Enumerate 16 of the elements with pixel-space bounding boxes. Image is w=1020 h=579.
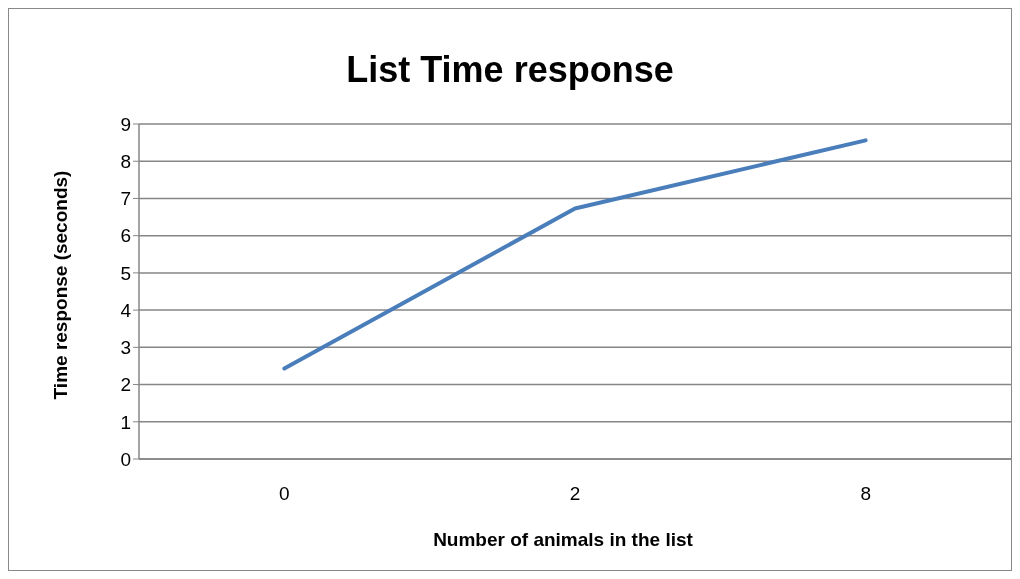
chart-title: List Time response (345, 49, 675, 91)
y-tick-label: 5 (120, 262, 131, 284)
y-tick-label: 6 (120, 225, 131, 247)
x-axis-title: Number of animals in the list (432, 529, 694, 551)
y-tick-label: 2 (120, 374, 131, 396)
y-tick-label: 3 (120, 337, 131, 359)
y-axis-title: Time response (seconds) (50, 170, 72, 400)
y-tick-label: 7 (120, 188, 131, 210)
y-tick-label: 0 (120, 448, 131, 470)
y-tick-label: 9 (120, 113, 131, 135)
x-tick-label: 0 (279, 483, 290, 505)
x-tick-label: 2 (569, 483, 581, 505)
y-tick-label: 8 (120, 150, 131, 172)
x-tick-label: 8 (860, 483, 871, 505)
y-tick-label: 4 (120, 299, 132, 321)
y-tick-label: 1 (120, 411, 131, 433)
